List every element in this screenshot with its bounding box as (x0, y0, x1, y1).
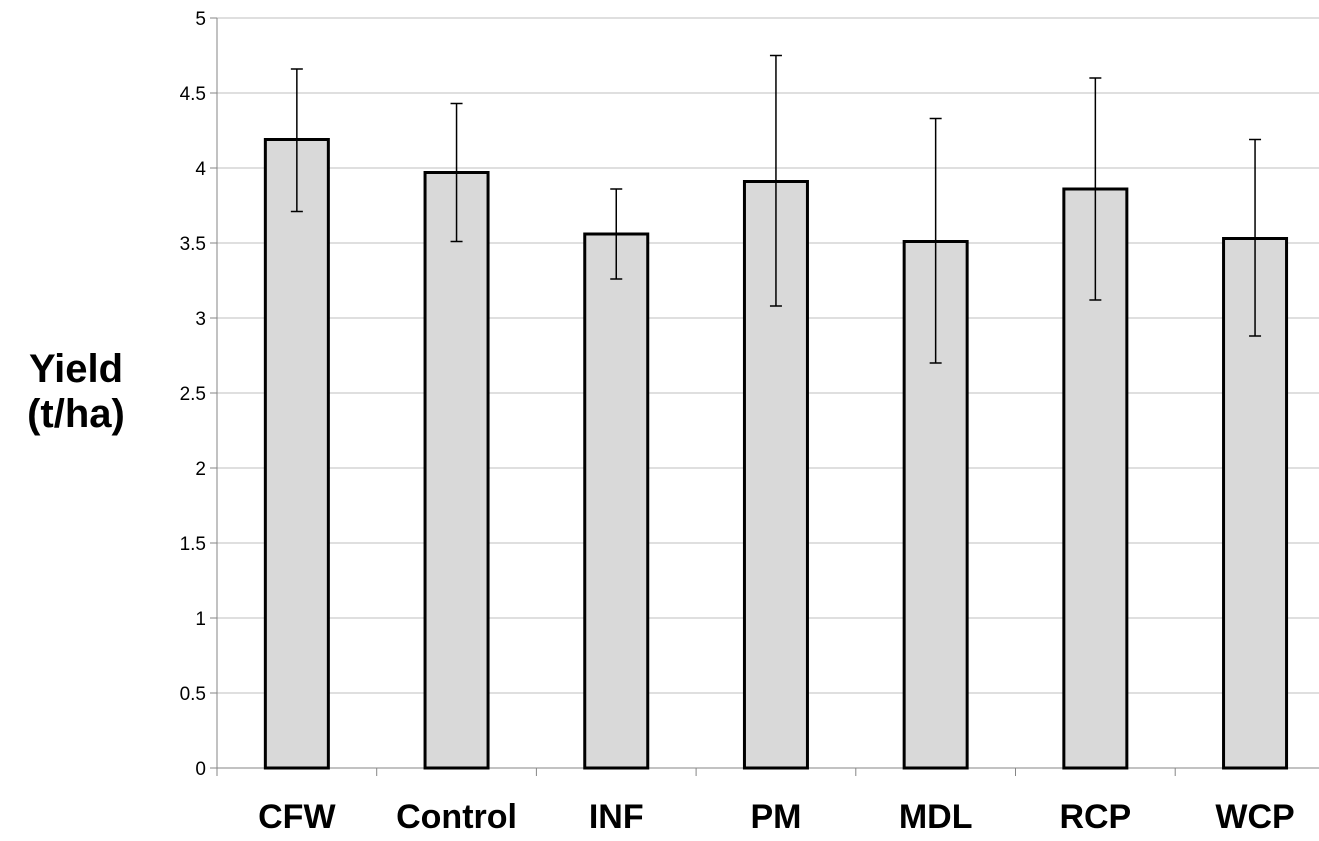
category-label-mdl: MDL (899, 798, 973, 836)
error-bar-mdl (929, 117, 942, 364)
category-label-cfw: CFW (258, 798, 336, 836)
error-bar-wcp (1249, 138, 1262, 337)
y-tick-label: 4 (195, 159, 206, 180)
y-tick-label: 2.5 (180, 384, 206, 405)
y-tick-label: 5 (195, 9, 206, 30)
y-tick-label: 0.5 (180, 684, 206, 705)
error-bar-cfw (290, 68, 303, 213)
bar-cfw (263, 138, 330, 770)
category-labels: CFW Control INF PM MDL RCP WCP (258, 798, 1295, 836)
y-tick-label: 1.5 (180, 534, 206, 555)
bars (263, 138, 1289, 770)
error-bars (290, 54, 1262, 364)
y-tick-label: 3 (195, 309, 206, 330)
y-tick-label: 0 (195, 759, 206, 780)
category-label-wcp: WCP (1215, 798, 1294, 836)
category-label-inf: INF (589, 798, 644, 836)
y-tick-labels: 0 0.5 1 1.5 2 2.5 3 3.5 4 4.5 5 (180, 9, 207, 780)
bar-control (423, 171, 490, 770)
error-bar-inf (610, 188, 623, 280)
y-axis-title-line1: Yield (29, 347, 123, 391)
error-bar-rcp (1089, 77, 1102, 301)
y-axis-title-line2: (t/ha) (27, 392, 125, 436)
y-tick-label: 3.5 (180, 234, 206, 255)
y-tick-label: 4.5 (180, 84, 206, 105)
error-bar-pm (769, 54, 782, 307)
category-label-rcp: RCP (1059, 798, 1131, 836)
y-tick-label: 1 (195, 609, 206, 630)
error-bar-control (450, 102, 463, 243)
category-label-pm: PM (750, 798, 801, 836)
bar-inf (583, 232, 650, 770)
category-label-control: Control (396, 798, 517, 836)
y-tick-label: 2 (195, 459, 206, 480)
